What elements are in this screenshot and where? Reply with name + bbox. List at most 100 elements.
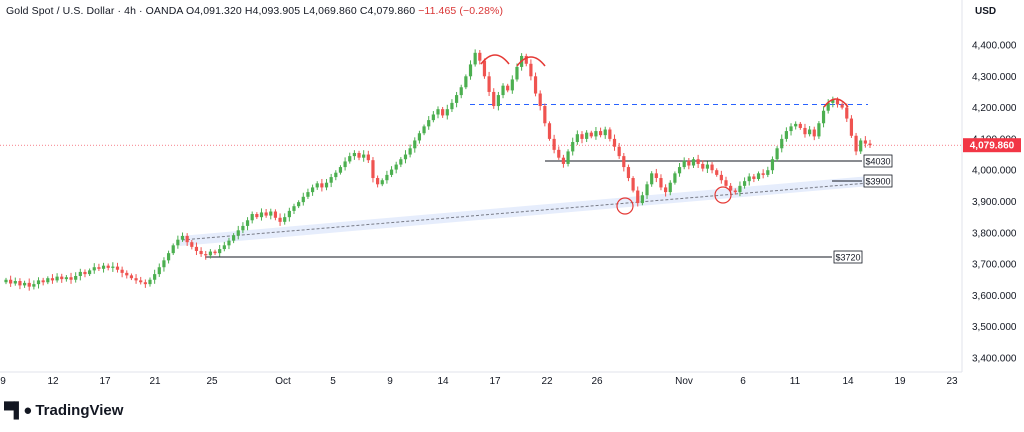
candle-body [389,169,394,175]
price-change: −11.465 (−0.28%) [418,5,504,17]
candle-body [320,183,324,188]
candle-body [742,181,747,186]
candle-body [50,278,55,281]
level-label-box [863,154,893,168]
candle-body [46,278,50,283]
candle-body [561,157,566,164]
candle-body [585,132,589,139]
candle-body [821,110,826,124]
x-tick-label: 25 [206,376,218,387]
candle-body [496,95,500,107]
candle-body [668,182,672,193]
candle-body [241,225,245,231]
x-tick-label: 19 [894,376,906,387]
candle-body [185,235,189,243]
x-tick-label: 11 [790,376,801,387]
x-tick-label: 12 [47,376,59,387]
candle-body [310,187,315,193]
candle-body [784,131,788,139]
brand[interactable]: ▀▌● TradingView [4,402,123,419]
candle-body [557,149,561,158]
candle-body [283,217,287,222]
candle-body [431,114,435,121]
time-axis[interactable]: 9 12 17 21 25 Oct 5 9 14 17 22 26 Nov 6 11 14 19 23 [0,376,958,387]
candle-body [761,173,765,175]
candle-body [338,167,343,173]
candle-body [645,184,649,196]
candle-body [854,135,858,152]
symbol-header: Gold Spot / U.S. Dollar · 4h · OANDA O4,… [6,5,503,17]
ohlc-close: 4,079.860 [367,5,416,17]
candle-body [436,109,440,115]
double-top-arc-left [480,54,510,65]
candle-body [422,126,426,134]
candle-body [608,129,612,139]
candle-body [259,212,264,218]
level-label-box [833,250,863,264]
candle-body [640,195,644,204]
candle-body [798,123,802,128]
y-tick-label: 4,000.000 [972,166,1017,177]
level-label: $4030 [865,157,890,167]
candle-body [445,109,449,116]
candle-body [83,271,87,275]
candle-body [752,176,756,179]
candle-body [441,109,445,116]
candle-body [533,76,538,94]
level-label-box [863,174,893,188]
candle-body [213,251,217,254]
candle-body [208,251,212,256]
x-tick-label: 17 [99,376,111,387]
currency-label[interactable]: USD [975,6,997,17]
candle-body [840,104,844,108]
x-tick-label: 21 [149,376,161,387]
candle-body [245,220,250,226]
candle-body [598,131,603,136]
candle-body [580,134,584,139]
candle-body [120,269,124,273]
candle-body [92,267,96,271]
candle-body [482,60,487,77]
candle-body [450,102,454,110]
pattern-annotations [480,54,849,215]
candle-body [125,272,129,276]
candle-body [287,210,291,218]
candle-body [715,170,719,175]
candle-body [789,126,793,132]
candle-body [227,240,231,246]
candle-body [218,249,222,254]
price-axis[interactable]: 4,400.0004,300.0004,200.0004,100.0004,00… [963,41,1021,365]
support-band [180,176,870,246]
ohlc-low-label: L [303,5,310,17]
candle-body [696,159,700,164]
candle-body [139,280,143,283]
candle-body [194,246,199,251]
candle-body [222,245,226,250]
candle-body [468,64,473,77]
x-tick-label: 14 [437,376,449,387]
candle-body [180,235,185,240]
candle-body [162,260,166,268]
candlestick-series [4,49,872,291]
ohlc-close-label: C [359,5,368,17]
candle-body [111,266,115,268]
candle-body [710,164,714,171]
candle-body [817,123,821,137]
candle-body [492,91,496,107]
candle-body [831,99,835,103]
candle-body [691,159,696,166]
candle-body [524,55,528,64]
x-tick-label: 14 [842,376,854,387]
candle-body [413,140,417,149]
candle-body [724,180,728,186]
candle-body [78,271,82,276]
candle-body [617,146,621,157]
candle-body [297,202,301,207]
grid-lines [0,0,963,373]
candle-body [301,196,305,203]
last-price-tag [963,138,1021,153]
candle-body [255,214,259,218]
y-tick-label: 4,400.000 [972,41,1017,52]
candle-body [69,277,73,280]
